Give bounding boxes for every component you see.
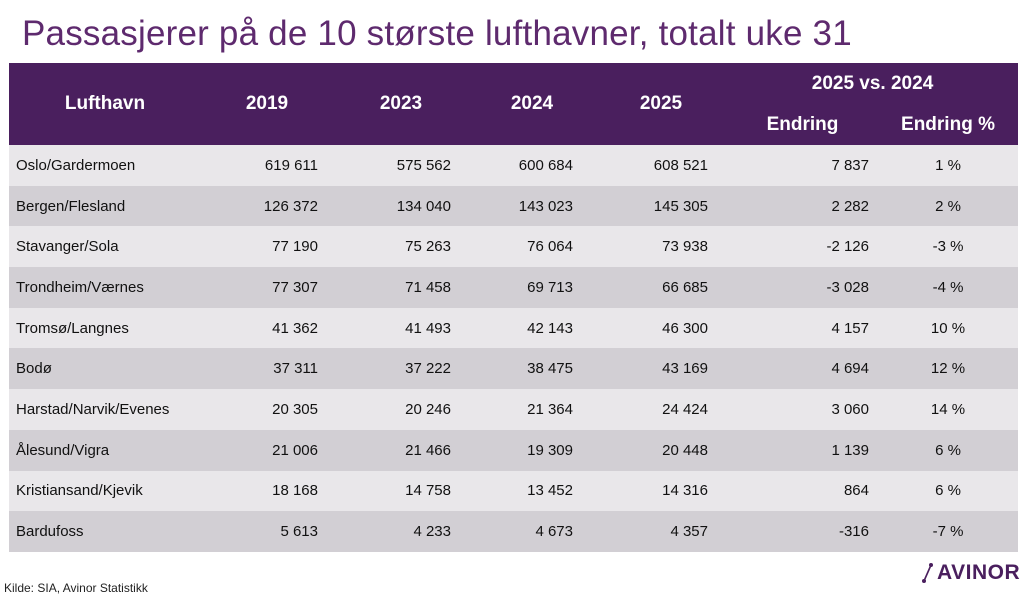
table-row: Harstad/Narvik/Evenes 20 305 20 246 21 364 2… [9, 389, 1019, 430]
table-row: Bodø 37 311 37 222 38 475 43 169 4 694 12 % [9, 348, 1019, 390]
cell-2023: 37 222 [333, 348, 469, 390]
cell-2024: 600 684 [469, 145, 595, 186]
table-row: Kristiansand/Kjevik 18 168 14 758 13 452 14 … [9, 470, 1019, 512]
cell-2023: 134 040 [333, 185, 469, 227]
header-2024: 2024 [469, 63, 595, 145]
cell-2023: 4 233 [333, 511, 469, 552]
cell-2023: 20 246 [333, 389, 469, 430]
cell-2024: 21 364 [469, 389, 595, 430]
cell-change-pct: 12 % [878, 348, 1019, 390]
cell-2025: 14 316 [595, 470, 727, 512]
airport-passenger-table: Lufthavn 2019 2023 2024 2025 2025 vs. 20… [9, 63, 1019, 552]
cell-2019: 21 006 [201, 429, 333, 471]
table-row: Bergen/Flesland 126 372 134 040 143 023 145 … [9, 185, 1019, 227]
cell-2024: 4 673 [469, 511, 595, 552]
cell-2023: 575 562 [333, 145, 469, 186]
header-2023: 2023 [333, 63, 469, 145]
cell-airport: Harstad/Narvik/Evenes [9, 389, 201, 430]
table-body: Oslo/Gardermoen 619 611 575 562 600 684 608 … [9, 145, 1019, 552]
cell-2025: 4 357 [595, 511, 727, 552]
cell-change-pct: 2 % [878, 185, 1019, 227]
cell-2019: 18 168 [201, 470, 333, 512]
cell-2024: 19 309 [469, 429, 595, 471]
cell-2023: 75 263 [333, 226, 469, 268]
cell-change-pct: 6 % [878, 470, 1019, 512]
cell-2019: 126 372 [201, 185, 333, 227]
cell-airport: Tromsø/Langnes [9, 307, 201, 349]
table-subheader-row: Endring Endring % [9, 105, 1019, 145]
cell-2025: 20 448 [595, 429, 727, 471]
cell-2025: 73 938 [595, 226, 727, 268]
cell-change-pct: 14 % [878, 389, 1019, 430]
cell-2024: 69 713 [469, 267, 595, 308]
cell-2025: 145 305 [595, 185, 727, 227]
table-row: Bardufoss 5 613 4 233 4 673 4 357 -316 -7 % [9, 511, 1019, 552]
cell-change: 7 837 [727, 145, 878, 186]
cell-2023: 21 466 [333, 429, 469, 471]
cell-change-pct: -7 % [878, 511, 1019, 552]
cell-change: 864 [727, 470, 878, 512]
cell-change-pct: 1 % [878, 145, 1019, 186]
header-comparison: 2025 vs. 2024 [727, 63, 1019, 105]
avinor-logo-icon [922, 563, 933, 583]
cell-change: 1 139 [727, 429, 878, 471]
cell-change-pct: 10 % [878, 307, 1019, 349]
cell-airport: Trondheim/Værnes [9, 267, 201, 308]
cell-2019: 77 190 [201, 226, 333, 268]
cell-2025: 608 521 [595, 145, 727, 186]
header-airport: Lufthavn [9, 63, 201, 145]
cell-change: -316 [727, 511, 878, 552]
header-change-pct: Endring % [878, 105, 1019, 145]
header-change: Endring [727, 105, 878, 145]
table-row: Trondheim/Værnes 77 307 71 458 69 713 66 685… [9, 267, 1019, 308]
cell-2025: 24 424 [595, 389, 727, 430]
avinor-logo: AVINOR [921, 561, 1020, 585]
cell-airport: Bardufoss [9, 511, 201, 552]
cell-2025: 46 300 [595, 307, 727, 349]
cell-change-pct: -3 % [878, 226, 1019, 268]
cell-2019: 5 613 [201, 511, 333, 552]
cell-airport: Stavanger/Sola [9, 226, 201, 268]
cell-2025: 66 685 [595, 267, 727, 308]
cell-2023: 41 493 [333, 307, 469, 349]
cell-2019: 77 307 [201, 267, 333, 308]
cell-airport: Bodø [9, 348, 201, 390]
cell-2024: 143 023 [469, 185, 595, 227]
cell-2024: 76 064 [469, 226, 595, 268]
source-note: Kilde: SIA, Avinor Statistikk [4, 581, 148, 595]
table-row: Ålesund/Vigra 21 006 21 466 19 309 20 448 1 1… [9, 429, 1019, 471]
cell-airport: Oslo/Gardermoen [9, 145, 201, 186]
cell-change-pct: 6 % [878, 429, 1019, 471]
table-row: Tromsø/Langnes 41 362 41 493 42 143 46 300 4 … [9, 307, 1019, 349]
header-2019: 2019 [201, 63, 333, 145]
cell-2024: 13 452 [469, 470, 595, 512]
cell-2025: 43 169 [595, 348, 727, 390]
table-header-row: Lufthavn 2019 2023 2024 2025 2025 vs. 20… [9, 63, 1019, 145]
cell-change: 3 060 [727, 389, 878, 430]
cell-2019: 41 362 [201, 307, 333, 349]
cell-change: 4 694 [727, 348, 878, 390]
cell-change: -3 028 [727, 267, 878, 308]
cell-change-pct: -4 % [878, 267, 1019, 308]
table-row: Oslo/Gardermoen 619 611 575 562 600 684 608 … [9, 145, 1019, 186]
cell-airport: Bergen/Flesland [9, 185, 201, 227]
cell-2024: 38 475 [469, 348, 595, 390]
cell-2023: 71 458 [333, 267, 469, 308]
cell-airport: Kristiansand/Kjevik [9, 470, 201, 512]
cell-2019: 619 611 [201, 145, 333, 186]
cell-airport: Ålesund/Vigra [9, 429, 201, 471]
cell-change: 4 157 [727, 307, 878, 349]
cell-2023: 14 758 [333, 470, 469, 512]
header-2025: 2025 [595, 63, 727, 145]
cell-2024: 42 143 [469, 307, 595, 349]
table-row: Stavanger/Sola 77 190 75 263 76 064 73 938 -2… [9, 226, 1019, 268]
cell-2019: 20 305 [201, 389, 333, 430]
avinor-logo-text: AVINOR [937, 561, 1021, 584]
cell-2019: 37 311 [201, 348, 333, 390]
cell-change: -2 126 [727, 226, 878, 268]
cell-change: 2 282 [727, 185, 878, 227]
page-title: Passasjerer på de 10 største lufthavner,… [22, 14, 852, 53]
